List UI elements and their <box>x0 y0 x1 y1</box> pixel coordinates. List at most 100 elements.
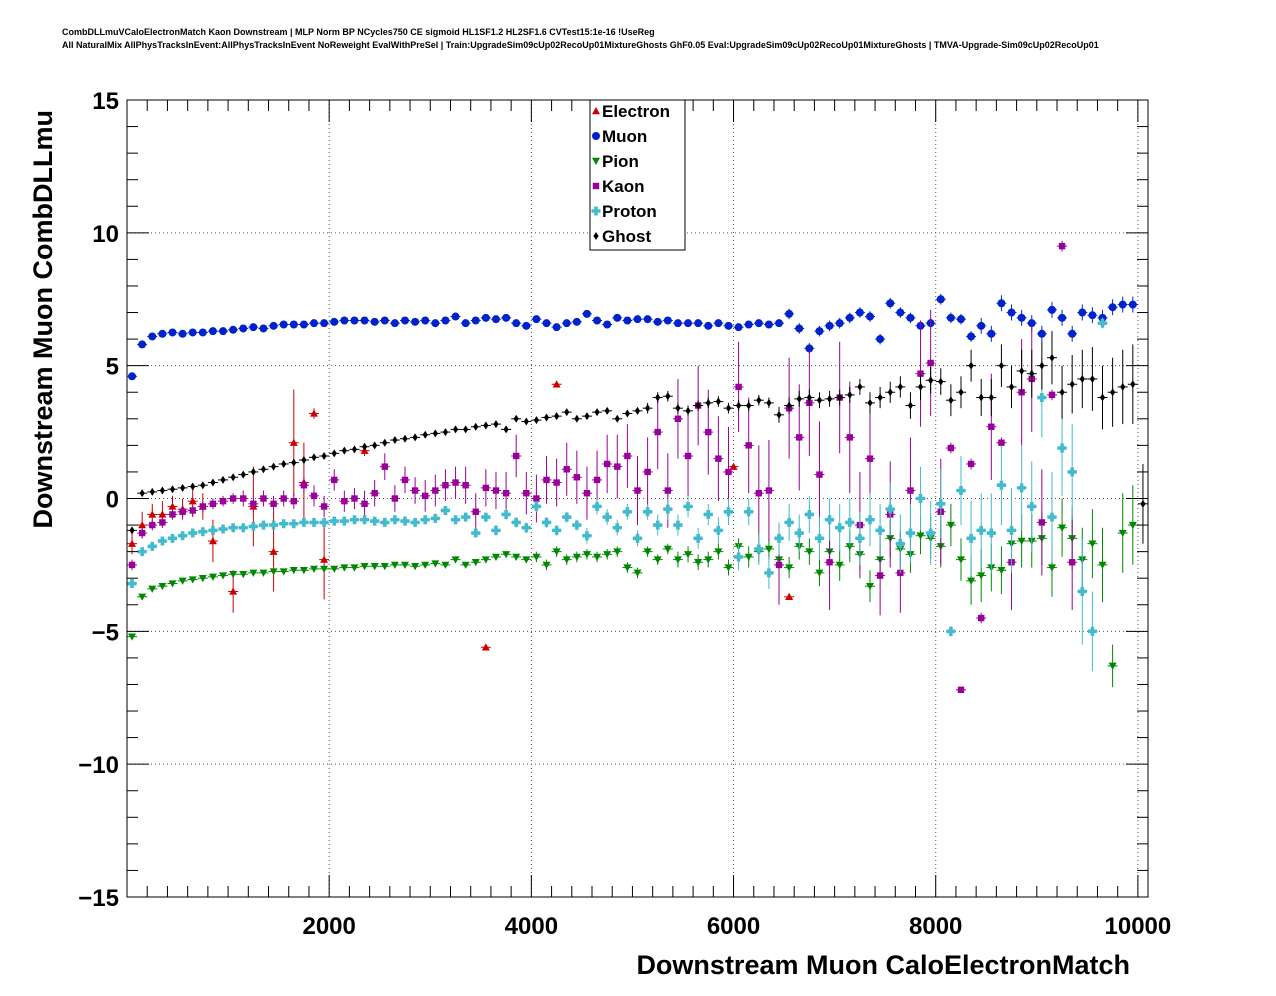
data-point <box>440 505 450 515</box>
data-point <box>512 452 520 460</box>
data-point <box>533 495 540 502</box>
data-point <box>1099 393 1106 402</box>
legend-entry-pion: Pion <box>592 152 639 171</box>
data-point <box>370 563 379 571</box>
data-point <box>218 524 228 534</box>
data-point <box>1077 586 1087 596</box>
data-point <box>764 568 774 578</box>
y-tick-label: 0 <box>106 487 119 514</box>
data-point <box>230 473 236 482</box>
data-point <box>481 643 490 651</box>
data-point <box>208 537 217 545</box>
data-point <box>289 519 299 529</box>
data-point <box>584 412 590 421</box>
data-point <box>340 316 349 325</box>
data-point <box>754 319 763 328</box>
data-point <box>967 460 975 468</box>
data-point <box>583 489 591 497</box>
data-point <box>421 561 430 569</box>
data-point <box>281 459 287 468</box>
data-point <box>724 564 733 572</box>
data-point <box>341 446 347 455</box>
data-point <box>1048 391 1056 399</box>
data-point <box>138 593 147 601</box>
data-point <box>976 525 986 535</box>
data-point <box>1058 313 1067 322</box>
data-point <box>746 401 752 410</box>
data-point <box>309 517 319 527</box>
data-point <box>542 319 551 328</box>
data-point <box>916 532 925 540</box>
data-point <box>825 321 834 330</box>
data-point <box>431 560 440 568</box>
data-point <box>796 394 802 403</box>
data-point <box>1087 626 1097 636</box>
data-point <box>776 410 782 419</box>
data-point <box>289 320 298 329</box>
data-point <box>432 429 438 438</box>
data-point <box>1039 361 1045 370</box>
data-point <box>845 517 855 527</box>
data-point <box>552 380 561 388</box>
data-point <box>311 453 317 462</box>
y-tick-label: −5 <box>92 619 119 646</box>
data-point <box>339 516 349 526</box>
data-point <box>471 528 481 538</box>
data-point <box>1037 329 1046 338</box>
data-point <box>946 521 955 530</box>
data-point <box>523 489 530 497</box>
data-point <box>400 561 409 569</box>
data-point <box>351 445 358 454</box>
y-tick-label: −15 <box>78 885 119 912</box>
data-point <box>815 569 824 577</box>
data-point <box>422 430 428 439</box>
data-point <box>855 308 864 317</box>
data-point <box>562 556 571 564</box>
data-point <box>805 548 814 556</box>
data-point <box>729 462 738 470</box>
data-point <box>594 408 600 417</box>
data-point <box>533 416 540 425</box>
legend-label: Ghost <box>602 227 651 246</box>
data-point <box>542 517 552 527</box>
data-point <box>996 480 1006 490</box>
data-point <box>483 421 489 430</box>
y-tick-label: 10 <box>92 221 119 248</box>
data-point <box>967 332 976 341</box>
legend-label: Muon <box>602 127 647 146</box>
data-point <box>451 556 460 564</box>
data-point <box>643 548 652 556</box>
data-point <box>147 541 157 551</box>
data-point <box>837 393 843 402</box>
data-point <box>907 487 914 494</box>
data-point <box>1058 242 1066 250</box>
data-point <box>876 572 884 579</box>
data-point <box>491 553 500 561</box>
data-point <box>168 502 177 510</box>
data-point <box>400 516 410 526</box>
series-proton <box>127 317 1108 672</box>
legend-label: Pion <box>602 152 639 171</box>
data-point <box>208 525 218 535</box>
data-point <box>917 382 924 391</box>
data-point <box>664 487 672 494</box>
data-point <box>129 526 135 535</box>
data-point <box>208 327 217 336</box>
data-point <box>188 576 197 584</box>
data-point <box>382 438 388 447</box>
data-point <box>562 319 571 328</box>
data-point <box>684 319 693 328</box>
data-point <box>331 476 338 484</box>
data-point <box>857 382 863 391</box>
data-point <box>340 564 349 572</box>
data-point <box>603 320 612 329</box>
data-layer <box>127 240 1148 693</box>
data-point <box>946 626 956 636</box>
data-point <box>380 563 389 571</box>
data-point <box>654 428 661 436</box>
data-point <box>684 452 692 460</box>
data-point <box>380 316 389 325</box>
data-point <box>190 482 196 491</box>
chart-title: CombDLLmuVCaloElectronMatch Kaon Downstr… <box>62 27 655 37</box>
